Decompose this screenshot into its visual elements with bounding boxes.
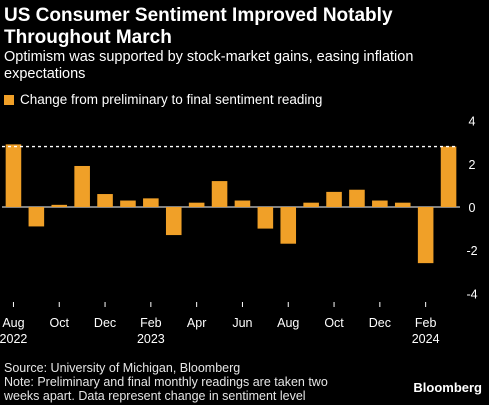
y-tick-label: 4	[469, 115, 476, 129]
chart-subtitle: Optimism was supported by stock-market g…	[4, 49, 414, 82]
x-tick-label: Oct	[324, 316, 344, 330]
legend-swatch	[4, 95, 14, 105]
bar-nov-2023	[349, 189, 365, 207]
legend-label: Change from preliminary to final sentime…	[20, 92, 323, 107]
bar-mar-2023	[165, 207, 182, 236]
x-tick-label: Feb	[415, 316, 437, 330]
bar-apr-2023	[188, 202, 205, 207]
footer: Source: University of Michigan, Bloomber…	[4, 361, 364, 403]
legend: Change from preliminary to final sentime…	[4, 92, 322, 108]
x-tick-label: Oct	[50, 316, 70, 330]
y-tick-label: -2	[466, 244, 477, 258]
bar-feb-2024	[417, 207, 434, 264]
bar-oct-2023	[326, 191, 342, 207]
bloomberg-logo: Bloomberg	[413, 380, 482, 395]
x-tick-year-label: 2024	[412, 332, 440, 346]
bar-feb-2023	[143, 198, 159, 207]
x-tick-label: Aug	[277, 316, 299, 330]
bar-nov-2022	[74, 165, 90, 207]
source-note: Source: University of Michigan, Bloomber…	[4, 361, 241, 375]
x-tick-year-label: 2022	[0, 332, 27, 346]
bar-dec-2023	[372, 200, 388, 207]
y-tick-label: 0	[469, 201, 476, 215]
y-tick-label: -4	[466, 287, 477, 301]
bar-sep-2022	[28, 207, 45, 227]
bar-aug-2022	[5, 144, 22, 207]
bar-jun-2023	[234, 200, 251, 207]
bar-may-2023	[211, 181, 228, 207]
x-tick-label: Dec	[94, 316, 116, 330]
bar-jan-2024	[394, 202, 411, 207]
bar-jan-2023	[120, 200, 136, 207]
x-tick-label: Jun	[232, 316, 252, 330]
chart-title: US Consumer Sentiment Improved Notably T…	[4, 5, 393, 48]
bar-aug-2023	[280, 207, 297, 244]
y-tick-label: 2	[469, 158, 476, 172]
x-tick-year-label: 2023	[137, 332, 165, 346]
x-tick-label: Apr	[187, 316, 206, 330]
bar-oct-2022	[51, 204, 68, 207]
x-tick-label: Feb	[140, 316, 162, 330]
x-tick-label: Aug	[2, 316, 24, 330]
x-tick-label: Dec	[369, 316, 391, 330]
methodology-note: Note: Preliminary and final monthly read…	[4, 375, 328, 403]
bar-dec-2022	[97, 194, 113, 207]
bar-sep-2023	[303, 202, 319, 207]
bar-jul-2023	[257, 207, 274, 229]
bar-mar-2024	[440, 146, 457, 207]
